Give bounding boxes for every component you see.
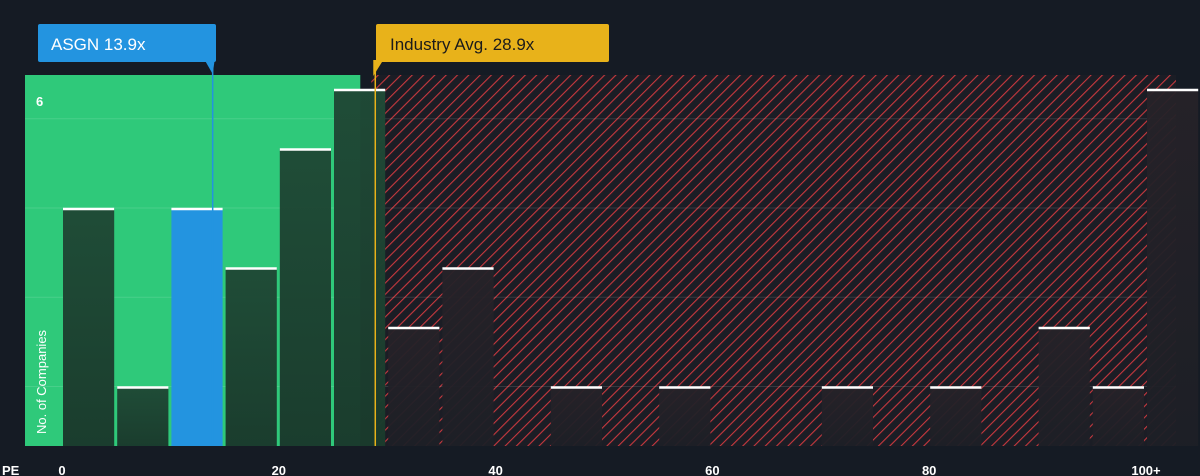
- x-tick-label: 0: [58, 463, 65, 476]
- histogram-bar-company: [171, 208, 223, 446]
- histogram-bar: [279, 148, 331, 446]
- histogram-bars: [63, 88, 1199, 446]
- x-tick-label: 60: [705, 463, 719, 476]
- histogram-bar: [442, 267, 494, 446]
- x-tick-label: 80: [922, 463, 936, 476]
- histogram-bar: [334, 89, 386, 446]
- x-tick-labels: 0 20 40 60 80 100+: [58, 463, 1161, 476]
- histogram-bar: [1147, 89, 1199, 446]
- histogram-bar: [659, 386, 711, 446]
- x-tick-label: 100+: [1131, 463, 1161, 476]
- histogram-bar: [821, 386, 873, 446]
- y-axis-label: No. of Companies: [34, 329, 49, 434]
- industry-callout-pointer: [373, 60, 384, 76]
- x-tick-label: 20: [272, 463, 286, 476]
- company-callout-box: [38, 24, 216, 62]
- histogram-bar: [1092, 386, 1144, 446]
- company-callout[interactable]: ASGN 13.9x: [38, 24, 216, 74]
- x-tick-label: 40: [488, 463, 502, 476]
- histogram-bar: [1038, 327, 1090, 446]
- histogram-bar: [63, 208, 115, 446]
- histogram-bar: [388, 327, 440, 446]
- company-callout-label: ASGN 13.9x: [51, 35, 146, 54]
- histogram-bar: [930, 386, 982, 446]
- industry-callout-box: [376, 24, 609, 62]
- industry-callout-label: Industry Avg. 28.9x: [390, 35, 535, 54]
- company-callout-pointer: [204, 60, 215, 74]
- histogram-bar: [225, 267, 277, 446]
- y-tick-label: 6: [36, 94, 43, 109]
- industry-callout[interactable]: Industry Avg. 28.9x: [373, 24, 609, 76]
- histogram-bar: [550, 386, 602, 446]
- histogram-bar: [117, 386, 169, 446]
- x-axis-prefix: PE: [2, 463, 20, 476]
